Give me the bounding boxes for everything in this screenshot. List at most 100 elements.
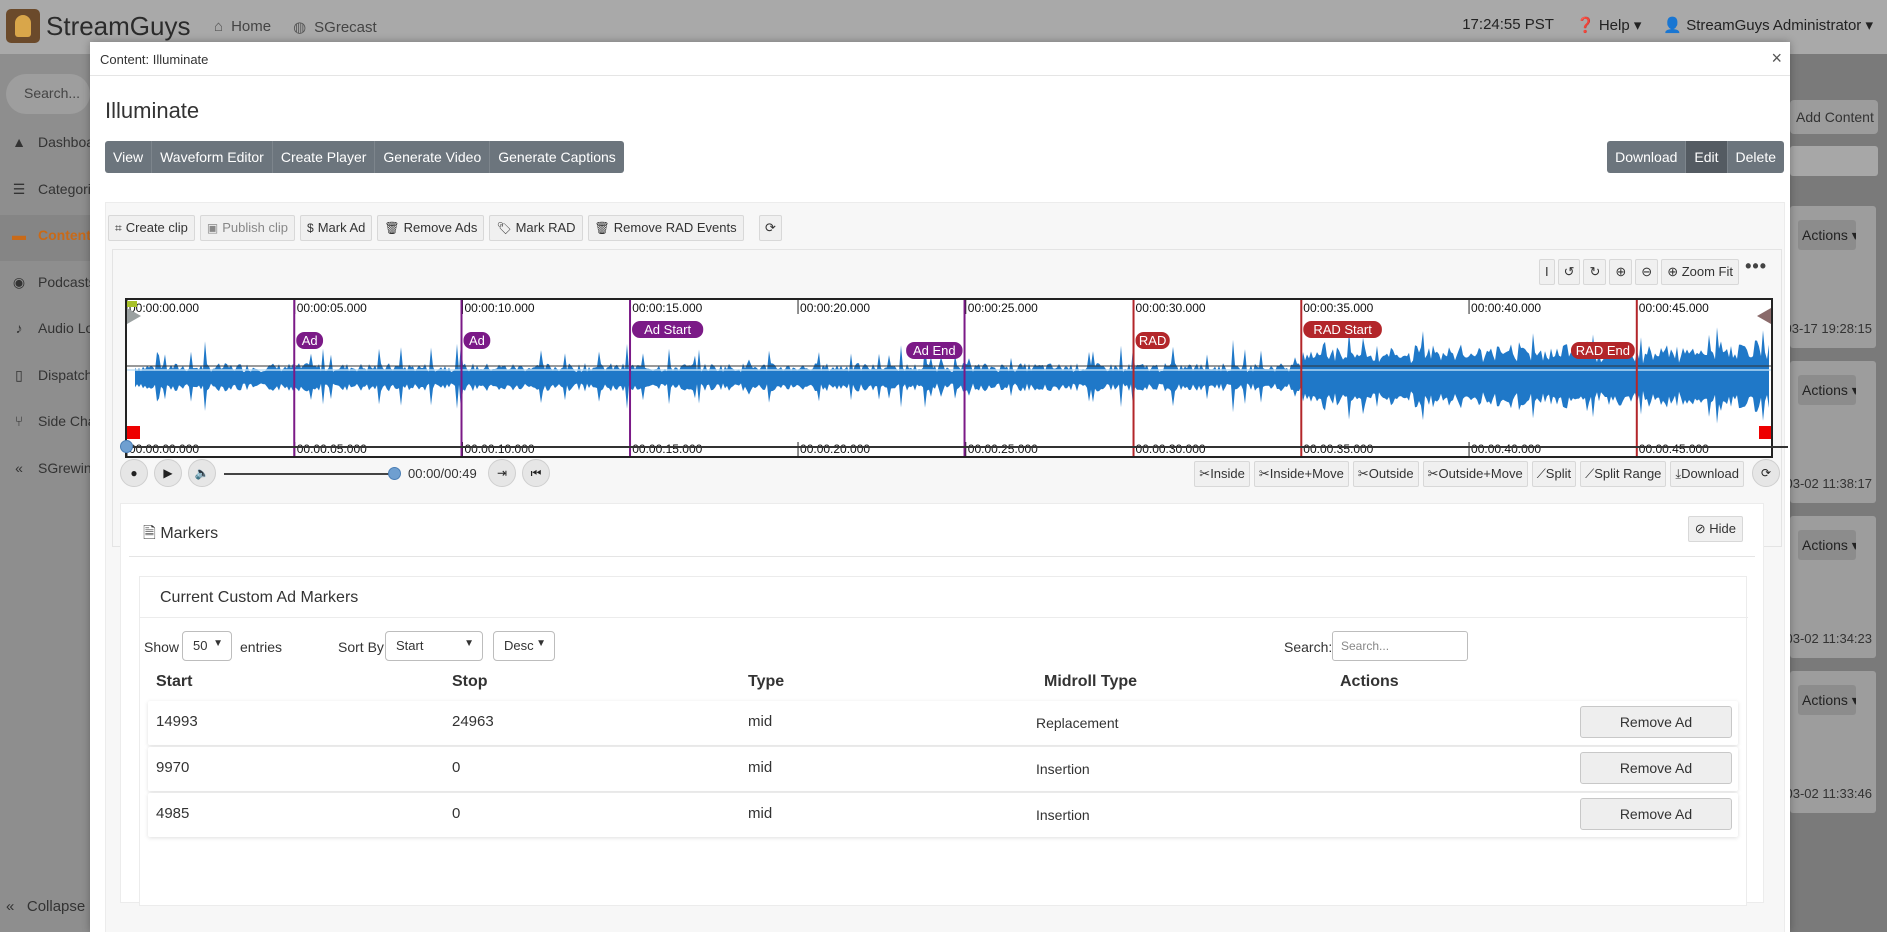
undo-button[interactable]: ↺ bbox=[1557, 259, 1581, 285]
publish-clip-button[interactable]: ▣ Publish clip bbox=[199, 215, 296, 241]
column-type[interactable]: Type bbox=[748, 673, 785, 690]
tab-waveform-editor[interactable]: Waveform Editor bbox=[152, 141, 273, 173]
cell-start: 9970 bbox=[156, 759, 190, 776]
actions-button[interactable]: Actions ▾ bbox=[1798, 530, 1856, 560]
sort-by-select[interactable]: Start ▼ bbox=[385, 631, 483, 661]
clip-inside-plus-move-button[interactable]: ✂Inside+Move bbox=[1253, 461, 1349, 487]
seek-handle[interactable] bbox=[120, 440, 133, 453]
mark-rad-button[interactable]: 🏷 Mark RAD bbox=[489, 215, 583, 241]
reload-button[interactable]: ⟳ bbox=[1752, 459, 1780, 487]
zoom-fit-button[interactable]: ⊕ Zoom Fit bbox=[1661, 259, 1739, 285]
redo-button[interactable]: ↻ bbox=[1583, 259, 1607, 285]
content-filter-input[interactable] bbox=[1790, 146, 1878, 176]
collapse-button[interactable]: « Collapse bbox=[6, 898, 90, 915]
clip-outside-button[interactable]: ✂Outside bbox=[1352, 461, 1419, 487]
waveform[interactable]: 00:00:00.000 00:00:00.000 00:00:05.000 00:0… bbox=[125, 298, 1773, 458]
user-menu[interactable]: 👤 StreamGuys Administrator ▾ bbox=[1663, 16, 1873, 34]
sidebar-search[interactable]: Search... bbox=[6, 74, 90, 114]
refresh-button[interactable]: ⟳ bbox=[759, 215, 782, 241]
marker-badge bbox=[296, 332, 324, 349]
zoom-out-button[interactable]: ⊖ bbox=[1635, 259, 1659, 285]
order-select[interactable]: Desc ▼ bbox=[493, 631, 555, 661]
user-label: StreamGuys Administrator bbox=[1686, 17, 1862, 34]
record-button[interactable]: ● bbox=[120, 459, 148, 487]
volume-handle[interactable] bbox=[388, 467, 401, 480]
list-icon: ☰ bbox=[12, 180, 26, 197]
search-input[interactable]: Search... bbox=[1332, 631, 1468, 661]
entries-select[interactable]: 50 ▼ bbox=[182, 631, 232, 661]
actions-button[interactable]: Actions ▾ bbox=[1798, 685, 1856, 715]
time-readout: 00:00/00:49 bbox=[408, 466, 477, 481]
actions-button[interactable]: Actions ▾ bbox=[1798, 375, 1856, 405]
seek-track[interactable] bbox=[126, 446, 1788, 448]
tick-label-top: 00:00:45.000 bbox=[1639, 301, 1709, 315]
marker-label: Ad End bbox=[913, 343, 956, 358]
create-clip-button[interactable]: ⌗ Create clip bbox=[108, 215, 195, 241]
sidebar-item-sgrewind[interactable]: « SGrewind bbox=[0, 448, 90, 494]
edit-button[interactable]: Edit bbox=[1686, 141, 1728, 173]
clip-outside-plus-move-button[interactable]: ✂Outside+Move bbox=[1422, 461, 1528, 487]
marker-label: RAD Start bbox=[1313, 322, 1372, 337]
remove-rad-events-button[interactable]: 🗑 Remove RAD Events bbox=[587, 215, 744, 241]
remove-ad-button[interactable]: Remove Ad bbox=[1580, 706, 1732, 738]
remove-ads-button[interactable]: 🗑 Remove Ads bbox=[377, 215, 485, 241]
markers-card: 🗎 Markers ⊘ Hide Current Custom Ad Marke… bbox=[120, 503, 1764, 906]
tick-label-top: 00:00:10.000 bbox=[465, 301, 535, 315]
column-start[interactable]: Start bbox=[156, 673, 193, 690]
clip-tool-label: Inside bbox=[1210, 466, 1245, 481]
column-midroll-type[interactable]: Midroll Type bbox=[1044, 673, 1138, 690]
help-menu[interactable]: ❓ Help ▾ bbox=[1576, 16, 1641, 34]
delete-button[interactable]: Delete bbox=[1727, 141, 1784, 173]
entries-label: entries bbox=[240, 639, 283, 655]
sidebar-item-side-chain[interactable]: ⑂ Side Chain bbox=[0, 401, 90, 447]
tab-create-player[interactable]: Create Player bbox=[272, 141, 376, 173]
jump-button[interactable]: ⇥ bbox=[488, 459, 516, 487]
chevron-down-icon: ▼ bbox=[536, 638, 546, 649]
add-content-button[interactable]: Add Content bbox=[1790, 100, 1878, 134]
more-icon[interactable]: ••• bbox=[1745, 256, 1767, 276]
chevron-down-icon: ▼ bbox=[464, 638, 474, 649]
reload-icon: ⟳ bbox=[1760, 466, 1772, 480]
split-icon: ⟋ bbox=[1536, 466, 1546, 481]
clip-split-button[interactable]: ⟋Split bbox=[1531, 461, 1577, 487]
sidebar-item-categories[interactable]: ☰ Categories bbox=[0, 169, 90, 215]
nav-sgrecast[interactable]: ◍ SGrecast bbox=[293, 18, 377, 36]
cursor-tool-button[interactable]: I bbox=[1538, 259, 1555, 285]
brand[interactable]: StreamGuys bbox=[6, 8, 191, 44]
sort-by-label: Sort By bbox=[338, 639, 384, 655]
sidebar-item-audio-logger[interactable]: ♪ Audio Logger bbox=[0, 308, 91, 354]
close-icon[interactable]: × bbox=[1771, 48, 1782, 68]
clip-split-range-button[interactable]: ⟋Split Range bbox=[1580, 461, 1667, 487]
tab-generate-video[interactable]: Generate Video bbox=[375, 141, 491, 173]
text-cursor-icon: I bbox=[1544, 264, 1549, 279]
cell-midroll-type: Insertion bbox=[1036, 761, 1090, 777]
table-row: 9970 0 mid Insertion Remove Ad bbox=[148, 747, 1738, 791]
zoom-in-button[interactable]: ⊕ bbox=[1609, 259, 1633, 285]
nav-home[interactable]: ⌂ Home bbox=[214, 18, 271, 36]
clip-inside-button[interactable]: ✂Inside bbox=[1194, 461, 1250, 487]
column-stop[interactable]: Stop bbox=[452, 673, 488, 690]
chevron-down-icon: ▾ bbox=[1851, 537, 1856, 553]
mark-ad-button[interactable]: $ Mark Ad bbox=[300, 215, 373, 241]
scissors-icon: ✂ bbox=[1427, 466, 1439, 481]
sidebar-item-podcasts[interactable]: ◉ Podcasts bbox=[0, 262, 90, 308]
sidebar-item-dispatch[interactable]: ▯ Dispatch bbox=[0, 355, 90, 401]
volume-track[interactable] bbox=[224, 473, 394, 475]
skip-back-button[interactable]: ⏮ bbox=[522, 459, 550, 487]
play-icon: ▶ bbox=[163, 466, 173, 480]
remove-ad-button[interactable]: Remove Ad bbox=[1580, 798, 1732, 830]
sidebar-item-content[interactable]: ▬ Content bbox=[0, 215, 90, 261]
clip-download-button[interactable]: ⤓Download bbox=[1670, 461, 1744, 487]
cell-stop: 0 bbox=[452, 805, 461, 822]
actions-button[interactable]: Actions ▾ bbox=[1798, 220, 1856, 250]
hide-button[interactable]: ⊘ Hide bbox=[1687, 516, 1743, 542]
tab-view[interactable]: View bbox=[105, 141, 153, 173]
volume-button[interactable]: 🔈 bbox=[188, 459, 216, 487]
download-button[interactable]: Download bbox=[1607, 141, 1687, 173]
remove-ad-button[interactable]: Remove Ad bbox=[1580, 752, 1732, 784]
column-actions: Actions bbox=[1340, 673, 1399, 690]
play-button[interactable]: ▶ bbox=[154, 459, 182, 487]
entries-value: 50 bbox=[193, 638, 208, 653]
sidebar-item-dashboard[interactable]: ▲ Dashboard bbox=[0, 122, 90, 168]
tab-generate-captions[interactable]: Generate Captions bbox=[490, 141, 624, 173]
